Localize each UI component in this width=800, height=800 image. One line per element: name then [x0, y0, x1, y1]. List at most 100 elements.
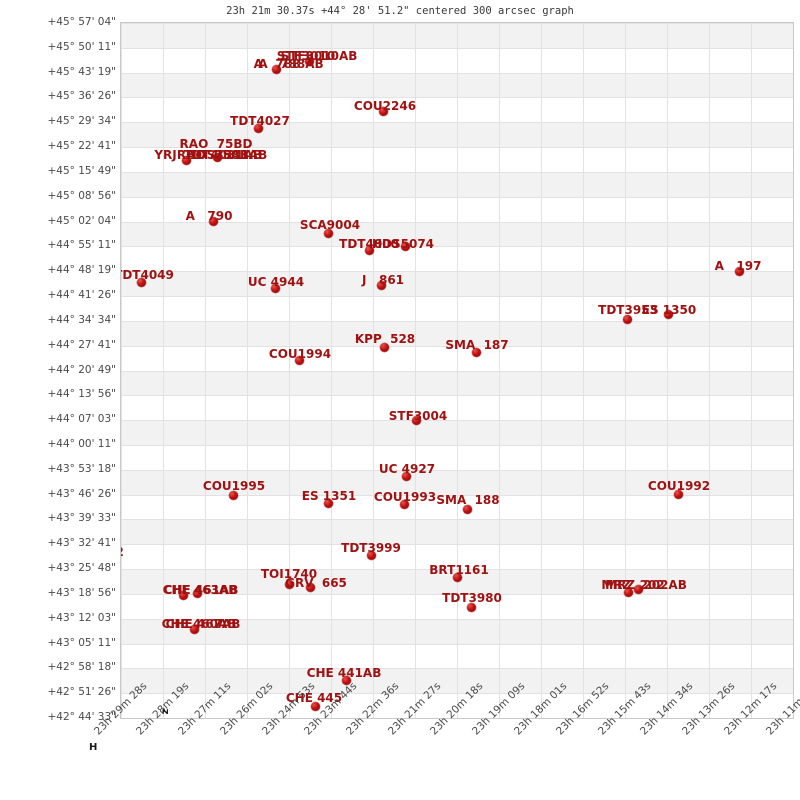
data-point[interactable] — [401, 471, 411, 481]
data-point[interactable] — [189, 624, 199, 634]
data-point-label: TDT3953 — [598, 303, 658, 317]
data-point[interactable] — [378, 106, 388, 116]
data-point-label: TOI1740 — [260, 567, 318, 581]
data-point-label: GRV 665 — [285, 576, 347, 590]
data-point[interactable] — [212, 152, 222, 162]
data-point[interactable] — [181, 155, 191, 165]
gridline-vertical — [331, 23, 332, 718]
y-axis-tick-label: +45° 22' 41" — [47, 140, 116, 153]
data-point-label: A 790 — [185, 209, 233, 223]
data-point-label: STF3004 — [388, 409, 448, 423]
y-axis-tick-label: +45° 57' 04" — [47, 16, 116, 28]
data-point[interactable] — [341, 675, 351, 685]
data-point[interactable] — [323, 228, 333, 238]
data-point-label: TDT4049 — [120, 268, 174, 282]
data-point-label: COU1993 — [373, 490, 437, 504]
chart-title: 23h 21m 30.37s +44° 28' 51.2" centered 3… — [226, 5, 574, 17]
data-point[interactable] — [471, 347, 481, 357]
y-axis-tick-label: +44° 13' 56" — [47, 388, 116, 401]
data-point[interactable] — [364, 245, 374, 255]
data-point-label: SCA9004 — [299, 218, 361, 232]
data-point-label: RAO 75BD — [179, 137, 253, 151]
data-point[interactable] — [399, 499, 409, 509]
data-point[interactable] — [663, 309, 673, 319]
data-point-label: YRJ 1 — [154, 148, 198, 162]
gridline-vertical — [751, 23, 752, 718]
data-point[interactable] — [411, 415, 421, 425]
y-axis-tick-label: +44° 55' 11" — [47, 239, 116, 252]
data-point[interactable] — [379, 342, 389, 352]
y-axis-tick-label: +45° 15' 49" — [47, 164, 116, 177]
gridline-vertical — [121, 23, 122, 718]
data-point[interactable] — [466, 602, 476, 612]
data-point[interactable] — [271, 64, 281, 74]
gridline-vertical — [709, 23, 710, 718]
y-axis-tick-label: +43° 25' 48" — [47, 562, 116, 575]
data-point[interactable] — [178, 590, 188, 600]
data-point[interactable] — [294, 355, 304, 365]
data-point[interactable] — [366, 550, 376, 560]
data-point-label: HDS3331AB — [186, 148, 268, 162]
gridline-vertical — [205, 23, 206, 718]
y-axis-tick-label: +44° 20' 49" — [47, 363, 116, 376]
data-point[interactable] — [305, 582, 315, 592]
data-point[interactable] — [376, 280, 386, 290]
gridline-vertical — [583, 23, 584, 718]
data-point-label: COU1995 — [202, 479, 266, 493]
data-point-label: ES 1351 — [301, 489, 357, 503]
data-point-label: TDT4027 — [230, 114, 290, 128]
data-point-label: CHE 461AB — [163, 583, 239, 597]
data-point-label: UC 4927 — [378, 462, 436, 476]
y-axis-tick-label: +45° 08' 56" — [47, 189, 116, 202]
y-axis-tick-label: +43° 46' 26" — [47, 487, 116, 500]
data-point[interactable] — [304, 56, 314, 66]
data-point[interactable] — [228, 490, 238, 500]
h-marker-glyph: H — [89, 742, 98, 753]
data-point-label: ES 1350 — [641, 303, 697, 317]
y-axis-tick-label: +42° 51' 26" — [47, 686, 116, 699]
data-point[interactable] — [452, 572, 462, 582]
data-point[interactable] — [284, 579, 294, 589]
data-point-label: SMA 188 — [436, 493, 500, 507]
data-point[interactable] — [253, 123, 263, 133]
y-axis-tick-label: +45° 50' 11" — [47, 40, 116, 53]
y-axis-tick-label: +44° 27' 41" — [47, 338, 116, 351]
data-point-label: TDT4000 — [339, 237, 399, 251]
gridline-vertical — [667, 23, 668, 718]
y-axis-tick-label: +44° 07' 03" — [47, 413, 116, 426]
y-axis-tick-label: +45° 29' 34" — [47, 115, 116, 128]
data-point-label: CHE 460AB — [161, 617, 237, 631]
data-point[interactable] — [734, 266, 744, 276]
gridline-vertical — [415, 23, 416, 718]
data-point[interactable] — [673, 489, 683, 499]
data-point[interactable] — [208, 216, 218, 226]
data-point-label: RAO 75AB — [176, 148, 250, 162]
data-point[interactable] — [136, 277, 146, 287]
y-axis-tick-label: +45° 02' 04" — [47, 214, 116, 227]
plot-area: A 788 A 788AB STF3010 STF3010AB COU2246 TDT40… — [120, 22, 794, 719]
y-axis-tick-label: +44° 34' 34" — [47, 313, 116, 326]
gridline-vertical — [457, 23, 458, 718]
data-point[interactable] — [633, 584, 643, 594]
data-point[interactable] — [622, 314, 632, 324]
data-point[interactable] — [192, 588, 202, 598]
data-point[interactable] — [323, 498, 333, 508]
data-point-label: BRT1161 — [429, 563, 489, 577]
data-point[interactable] — [400, 241, 410, 251]
y-axis-tick-label: +42° 44' 33" — [47, 711, 116, 723]
data-point-label: J 861 — [361, 273, 405, 287]
y-axis-tick-label: +44° 48' 19" — [47, 264, 116, 277]
gridline-vertical — [247, 23, 248, 718]
y-axis-tick-label: +45° 36' 26" — [47, 90, 116, 103]
data-point-label: A 788AB — [258, 57, 324, 71]
data-point[interactable] — [623, 587, 633, 597]
data-point-label: CHE 445 — [285, 691, 343, 705]
data-point-label: UC 4944 — [247, 275, 305, 289]
data-point[interactable] — [462, 504, 472, 514]
data-point-label: CHE 463AB — [162, 583, 238, 597]
data-point-label: MRZ 202 — [601, 578, 665, 592]
data-point[interactable] — [270, 283, 280, 293]
data-point-label: TDT3980 — [442, 591, 502, 605]
data-point[interactable] — [310, 701, 320, 711]
